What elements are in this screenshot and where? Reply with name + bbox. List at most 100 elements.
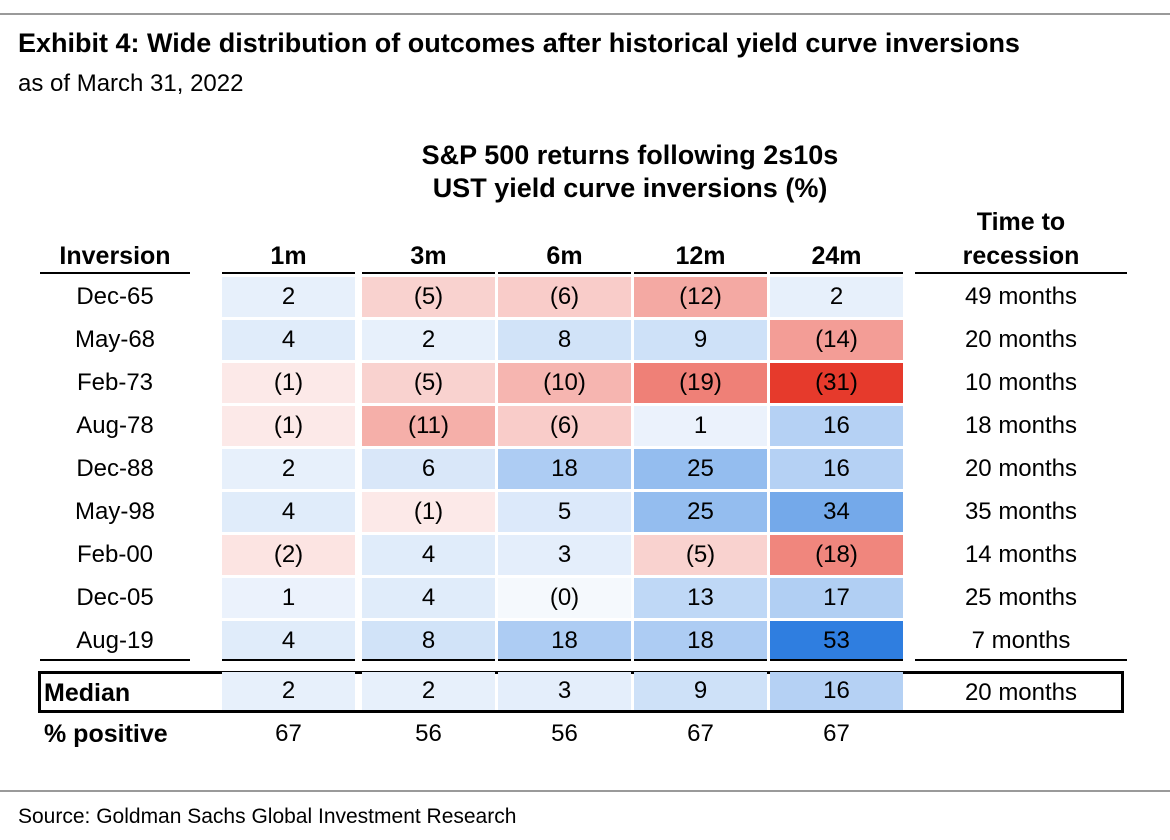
heatmap-cell: 8: [362, 621, 495, 661]
heatmap-cell: (6): [498, 406, 631, 446]
time-to-recession: 35 months: [964, 498, 1078, 525]
heatmap-cell: 4: [222, 621, 355, 661]
header-underline: [362, 272, 495, 274]
heatmap-cell: 1: [634, 406, 767, 446]
header-24m: 24m: [811, 242, 862, 270]
heatmap-cell: (5): [362, 277, 495, 317]
exhibit-subtitle: as of March 31, 2022: [18, 70, 244, 97]
section-divider: [634, 659, 767, 661]
header-underline: [770, 272, 903, 274]
heatmap-cell: 4: [222, 492, 355, 532]
percent-positive-cell: 67: [823, 720, 850, 747]
percent-positive-label: % positive: [44, 719, 168, 748]
header-recession: recession: [962, 242, 1080, 270]
heatmap-cell: 2: [222, 277, 355, 317]
heatmap-cell: 13: [634, 578, 767, 618]
heatmap-cell: 4: [362, 535, 495, 575]
section-divider: [222, 659, 355, 661]
heatmap-cell: (10): [498, 363, 631, 403]
heatmap-cell: (5): [362, 363, 495, 403]
median-cell: 2: [362, 672, 495, 710]
heatmap-cell: 18: [634, 621, 767, 661]
heatmap-cell: 8: [498, 320, 631, 360]
percent-positive-cell: 56: [551, 720, 578, 747]
row-label: Dec-88: [76, 455, 154, 482]
time-to-recession: 18 months: [964, 412, 1078, 439]
heatmap-cell: (1): [222, 363, 355, 403]
row-label: Feb-00: [76, 541, 154, 568]
time-to-recession: 10 months: [964, 369, 1078, 396]
top-rule: [0, 13, 1170, 15]
heatmap-cell: (31): [770, 363, 903, 403]
percent-positive-cell: 67: [687, 720, 714, 747]
heatmap-cell: (0): [498, 578, 631, 618]
median-cell: 3: [498, 672, 631, 710]
percent-positive-cell: 56: [415, 720, 442, 747]
bottom-rule: [0, 790, 1170, 792]
time-to-recession: 20 months: [964, 326, 1078, 353]
header-3m: 3m: [410, 242, 447, 270]
heatmap-cell: (18): [770, 535, 903, 575]
heatmap-cell: 2: [770, 277, 903, 317]
header-underline: [915, 272, 1127, 274]
header-12m: 12m: [675, 242, 726, 270]
heatmap-cell: 4: [222, 320, 355, 360]
header-inversion: Inversion: [59, 242, 171, 270]
source-note: Source: Goldman Sachs Global Investment …: [18, 805, 517, 828]
heatmap-cell: (19): [634, 363, 767, 403]
time-to-recession: 20 months: [964, 455, 1078, 482]
heatmap-cell: 5: [498, 492, 631, 532]
heatmap-cell: 25: [634, 492, 767, 532]
heatmap-cell: (5): [634, 535, 767, 575]
section-divider: [770, 659, 903, 661]
median-cell: 16: [770, 672, 903, 710]
heatmap-cell: 53: [770, 621, 903, 661]
heatmap-cell: 4: [362, 578, 495, 618]
header-time-to: Time to: [976, 208, 1066, 236]
row-label: May-68: [74, 326, 156, 353]
time-to-recession: 14 months: [964, 541, 1078, 568]
heatmap-cell: (1): [362, 492, 495, 532]
time-to-recession: 25 months: [964, 584, 1078, 611]
median-cell: 9: [634, 672, 767, 710]
percent-positive-cell: 67: [275, 720, 302, 747]
median-cell: 2: [222, 672, 355, 710]
table-title-line2: UST yield curve inversions (%): [432, 173, 828, 203]
heatmap-cell: (1): [222, 406, 355, 446]
heatmap-cell: 16: [770, 406, 903, 446]
heatmap-cell: (2): [222, 535, 355, 575]
row-label: Feb-73: [76, 369, 154, 396]
heatmap-cell: 25: [634, 449, 767, 489]
header-1m: 1m: [270, 242, 307, 270]
header-6m: 6m: [546, 242, 583, 270]
median-label: Median: [44, 678, 131, 707]
heatmap-cell: 9: [634, 320, 767, 360]
heatmap-cell: (11): [362, 406, 495, 446]
heatmap-cell: 18: [498, 621, 631, 661]
header-underline: [634, 272, 767, 274]
heatmap-cell: 1: [222, 578, 355, 618]
heatmap-cell: 34: [770, 492, 903, 532]
section-divider: [40, 659, 190, 661]
heatmap-cell: (12): [634, 277, 767, 317]
row-label: Dec-05: [76, 584, 154, 611]
section-divider: [915, 659, 1127, 661]
heatmap-cell: 6: [362, 449, 495, 489]
header-underline: [40, 272, 190, 274]
time-to-recession: 49 months: [964, 283, 1078, 310]
row-label: May-98: [74, 498, 156, 525]
section-divider: [498, 659, 631, 661]
median-time-to-recession: 20 months: [964, 679, 1078, 706]
heatmap-cell: 3: [498, 535, 631, 575]
heatmap-cell: (6): [498, 277, 631, 317]
heatmap-cell: 16: [770, 449, 903, 489]
header-underline: [498, 272, 631, 274]
section-divider: [362, 659, 495, 661]
heatmap-cell: 17: [770, 578, 903, 618]
header-underline: [222, 272, 355, 274]
heatmap-cell: 18: [498, 449, 631, 489]
time-to-recession: 7 months: [971, 627, 1071, 654]
table-title-line1: S&P 500 returns following 2s10s: [421, 140, 839, 170]
exhibit-title: Exhibit 4: Wide distribution of outcomes…: [18, 28, 1020, 58]
row-label: Aug-78: [76, 412, 154, 439]
